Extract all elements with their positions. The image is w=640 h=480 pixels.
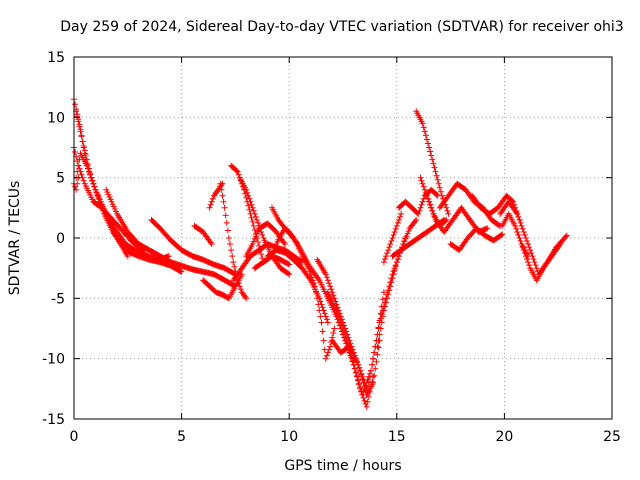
- plus-markers: [217, 180, 250, 302]
- plus-markers: [447, 225, 506, 254]
- x-tick-label: 0: [70, 429, 79, 445]
- y-axis-title: SDTVAR / TECUs: [7, 181, 23, 296]
- plus-markers: [374, 216, 420, 350]
- y-tick-label: -15: [42, 412, 65, 428]
- series-track-29: [396, 186, 441, 217]
- grid-lines: [74, 57, 612, 419]
- series-track-7: [148, 216, 239, 278]
- data-markers: [71, 96, 570, 410]
- x-tick-label: 20: [495, 429, 513, 445]
- series-track-6: [103, 186, 239, 290]
- x-tick-label: 15: [388, 429, 406, 445]
- series-track-11: [217, 180, 250, 302]
- plus-markers: [514, 229, 564, 284]
- y-tick-label: 0: [56, 231, 65, 247]
- plus-markers: [380, 210, 405, 266]
- y-tick-label: 10: [47, 110, 65, 126]
- series-track-27: [380, 210, 405, 266]
- plus-markers: [396, 186, 441, 217]
- series-track-37: [514, 229, 564, 284]
- y-tick-label: -10: [42, 352, 65, 368]
- series-track-24: [329, 337, 370, 392]
- series-track-34: [447, 225, 506, 254]
- plus-markers: [103, 186, 239, 290]
- series-track-30: [413, 108, 452, 217]
- y-tick-label: 5: [56, 171, 65, 187]
- axis-ticks: 0 5 10 15 20 25 -15 -10 -5 0 5 10 15: [42, 50, 621, 445]
- plus-markers: [148, 216, 239, 278]
- plus-markers: [413, 108, 452, 217]
- series-track-38: [499, 210, 532, 260]
- x-tick-label: 5: [177, 429, 186, 445]
- x-axis-title: GPS time / hours: [284, 458, 401, 474]
- series-track-26: [374, 216, 420, 350]
- y-tick-label: -5: [51, 291, 65, 307]
- x-tick-label: 10: [280, 429, 298, 445]
- chart-title: Day 259 of 2024, Sidereal Day-to-day VTE…: [60, 19, 623, 35]
- y-tick-label: 15: [47, 50, 65, 66]
- plus-markers: [191, 222, 215, 247]
- x-tick-label: 25: [603, 429, 621, 445]
- plus-markers: [499, 210, 532, 260]
- plus-markers: [329, 337, 370, 392]
- series-track-8: [191, 222, 215, 247]
